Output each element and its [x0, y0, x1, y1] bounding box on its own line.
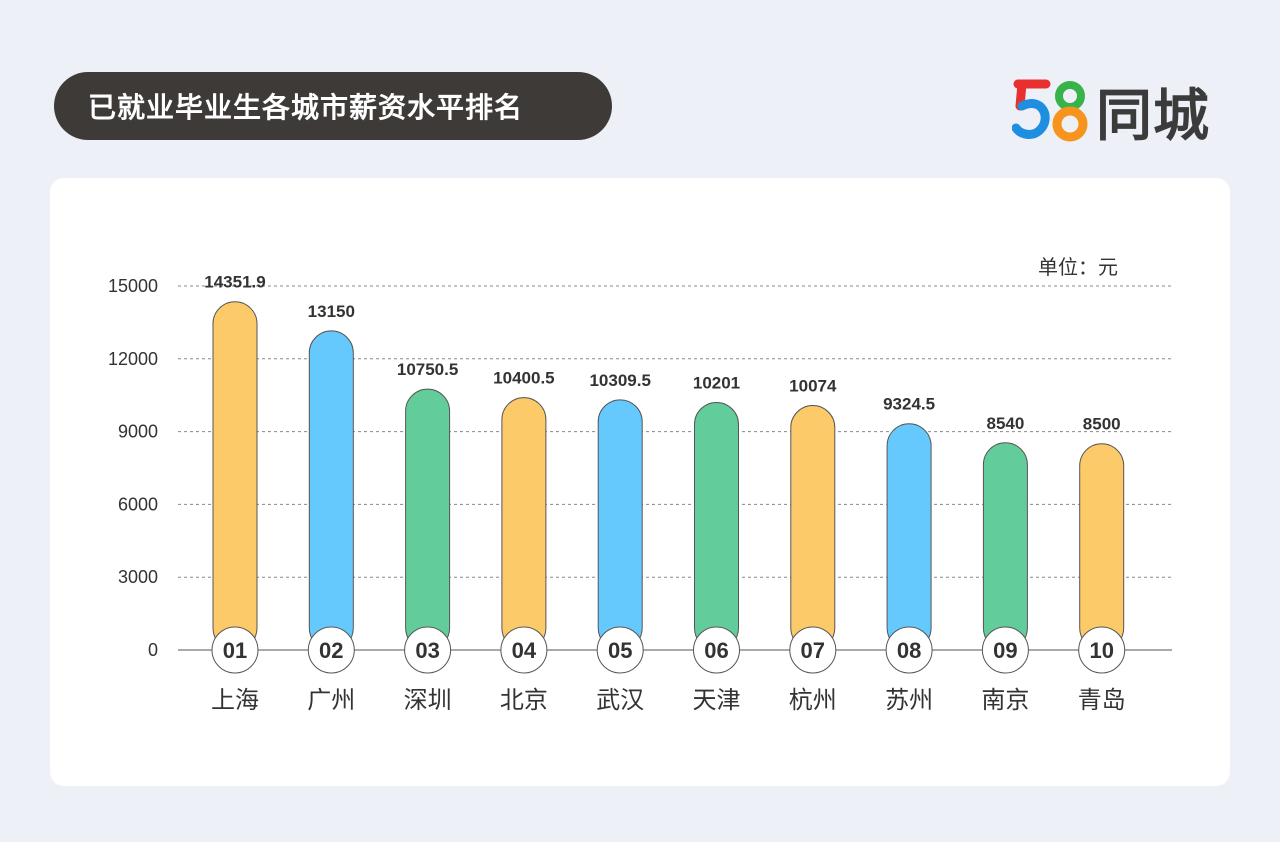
rank-badge — [500, 626, 548, 674]
logo-text: 同城 — [1096, 83, 1210, 149]
value-label: 10400.5 — [493, 369, 554, 388]
bar — [886, 423, 932, 651]
value-labels: 14351.9 13150 10750.5 10400.5 10309.5 10201 10… — [204, 273, 1120, 434]
category-labels: 上海 广州 深圳 北京 武汉 天津 杭州 苏州 南京 青岛 — [211, 686, 1126, 714]
rank-number: 01 — [223, 638, 247, 663]
rank-badge — [596, 626, 644, 674]
rank-number: 08 — [897, 638, 921, 663]
bar-chart: 0 3000 6000 9000 12000 15000 14351.9 13150 1075… — [108, 255, 1172, 714]
category-label: 上海 — [211, 686, 259, 714]
page-title: 已就业毕业生各城市薪资水平排名 — [88, 91, 524, 124]
bar — [1079, 443, 1125, 651]
y-tick-label: 3000 — [118, 567, 158, 587]
value-label: 8540 — [986, 414, 1024, 433]
y-axis-ticks: 0 3000 6000 9000 12000 15000 — [108, 276, 158, 660]
bar — [308, 330, 354, 651]
rank-badge — [693, 626, 740, 674]
rank-number: 09 — [993, 638, 1017, 663]
category-label: 天津 — [693, 686, 741, 714]
unit-label: 单位：元 — [1038, 255, 1118, 279]
bar — [501, 397, 547, 651]
bars — [212, 301, 1125, 651]
category-label: 苏州 — [885, 686, 933, 714]
value-label: 9324.5 — [883, 395, 935, 414]
title-banner: 已就业毕业生各城市薪资水平排名 — [54, 72, 612, 140]
value-label: 10750.5 — [397, 360, 458, 379]
category-label: 深圳 — [404, 686, 452, 714]
rank-number: 07 — [801, 638, 825, 663]
value-label: 14351.9 — [204, 273, 265, 292]
rank-number: 06 — [704, 638, 728, 663]
bar — [694, 401, 739, 651]
y-tick-label: 6000 — [118, 494, 158, 514]
category-label: 杭州 — [789, 686, 837, 714]
y-tick-label: 0 — [148, 640, 158, 660]
bar — [405, 388, 451, 651]
value-label: 10074 — [789, 377, 837, 396]
brand-logo: 同城 — [1012, 74, 1210, 149]
value-label: 13150 — [308, 302, 355, 321]
y-tick-label: 12000 — [108, 349, 158, 369]
y-tick-label: 15000 — [108, 276, 158, 296]
bar — [982, 442, 1028, 651]
category-label: 南京 — [981, 686, 1029, 714]
category-label: 广州 — [307, 686, 355, 714]
rank-badges: 01 02 03 04 05 06 07 08 09 10 — [211, 626, 1126, 674]
rank-number: 04 — [512, 638, 537, 663]
value-label: 10201 — [693, 373, 740, 392]
rank-badge — [789, 626, 837, 674]
chart-card: 0 3000 6000 9000 12000 15000 14351.9 13150 1075… — [50, 178, 1230, 786]
rank-number: 10 — [1089, 638, 1113, 663]
rank-number: 02 — [319, 638, 343, 663]
category-label: 青岛 — [1078, 686, 1126, 714]
rank-number: 03 — [415, 638, 439, 663]
bar — [597, 399, 643, 651]
bar — [790, 405, 836, 651]
rank-badge — [211, 626, 259, 674]
rank-badge — [1078, 626, 1126, 674]
rank-badge — [404, 626, 452, 674]
category-label: 北京 — [500, 686, 548, 714]
category-label: 武汉 — [596, 686, 644, 714]
value-label: 8500 — [1083, 415, 1121, 434]
y-tick-label: 9000 — [118, 422, 158, 442]
value-label: 10309.5 — [589, 371, 650, 390]
bar — [212, 301, 258, 651]
rank-number: 05 — [608, 638, 632, 663]
rank-badge — [981, 626, 1029, 674]
logo-58-mark — [1012, 79, 1088, 142]
rank-badge — [307, 626, 355, 674]
rank-badge — [885, 626, 933, 674]
